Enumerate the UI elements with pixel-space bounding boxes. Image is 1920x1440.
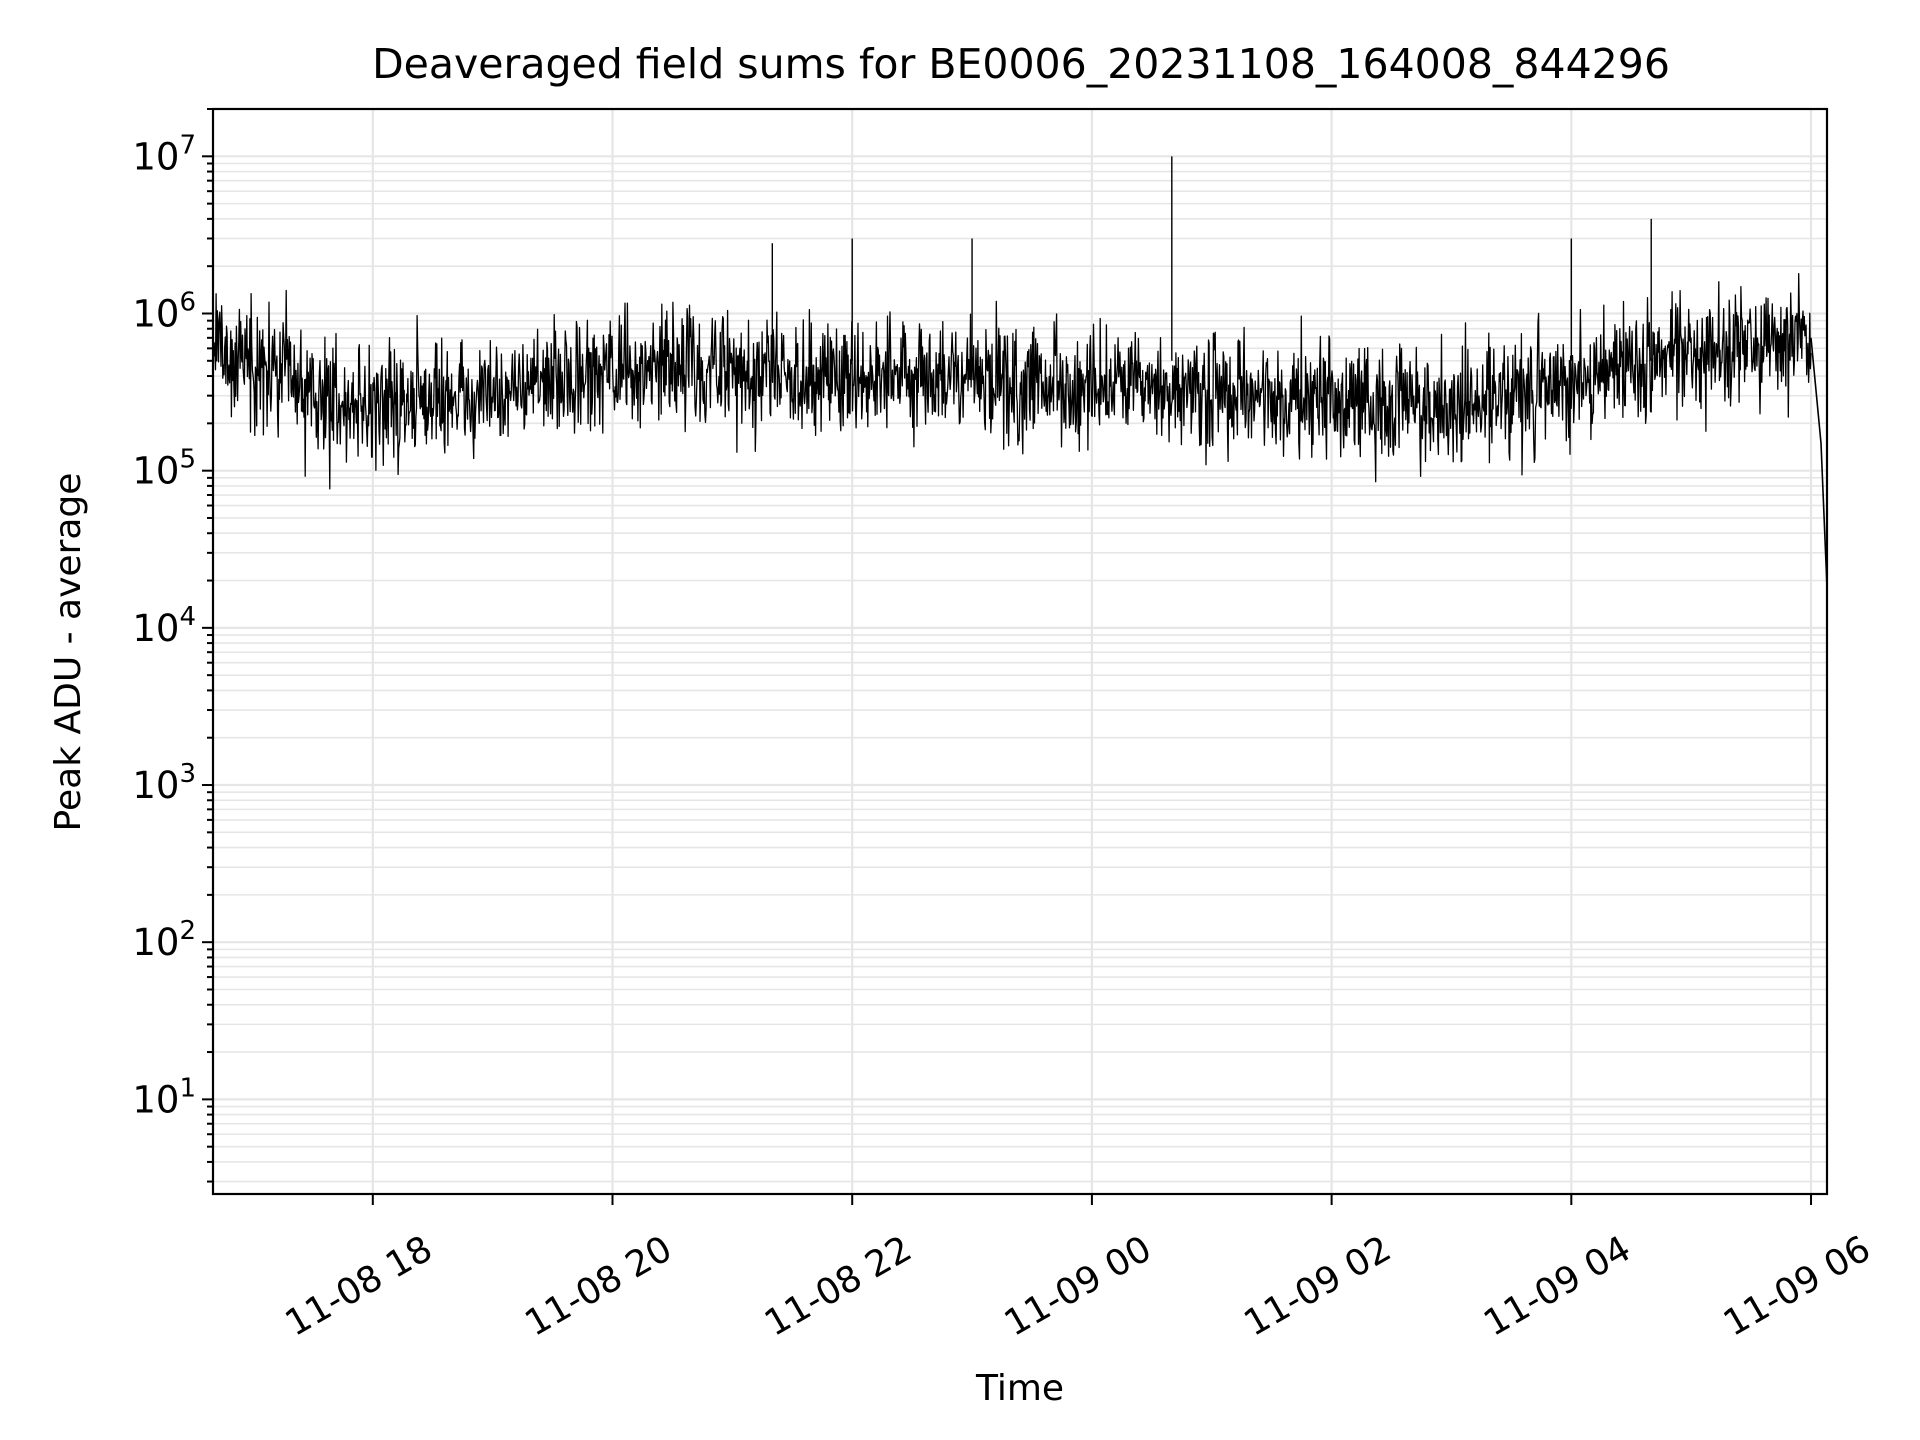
chart-title: Deaveraged field sums for BE0006_2023110…: [372, 40, 1670, 88]
x-tick-label: 11-09 04: [1477, 1228, 1638, 1344]
x-tick-label: 11-09 00: [998, 1228, 1159, 1344]
series-line-segment: [611, 300, 1013, 453]
data-layer: [212, 156, 1828, 588]
grid: [213, 108, 1827, 1194]
x-tick-label: 11-08 18: [279, 1228, 440, 1344]
y-tick-label: 105: [132, 445, 196, 493]
x-tick-label: 11-09 06: [1717, 1228, 1878, 1344]
ticks: 101 102 103 104 105 106 107 11-08 18 11-08 20 11-…: [132, 108, 1878, 1345]
y-axis-label: Peak ADU - average: [48, 473, 89, 832]
series-line-segment: [212, 289, 613, 490]
y-tick-label: 107: [132, 130, 196, 178]
series-line-tail: [1810, 337, 1828, 588]
y-tick-label: 106: [132, 287, 196, 335]
series-line-segment: [1410, 273, 1812, 478]
x-tick-label: 11-08 20: [518, 1228, 679, 1344]
y-tick-label: 102: [132, 916, 196, 964]
x-axis-label: Time: [975, 1368, 1064, 1409]
x-tick-label: 11-08 22: [758, 1228, 919, 1344]
series-line-segment: [1011, 313, 1413, 483]
y-tick-label: 104: [132, 602, 196, 650]
x-tick-label: 11-09 02: [1237, 1228, 1398, 1344]
y-tick-label: 101: [132, 1073, 196, 1121]
y-tick-label: 103: [132, 759, 196, 807]
